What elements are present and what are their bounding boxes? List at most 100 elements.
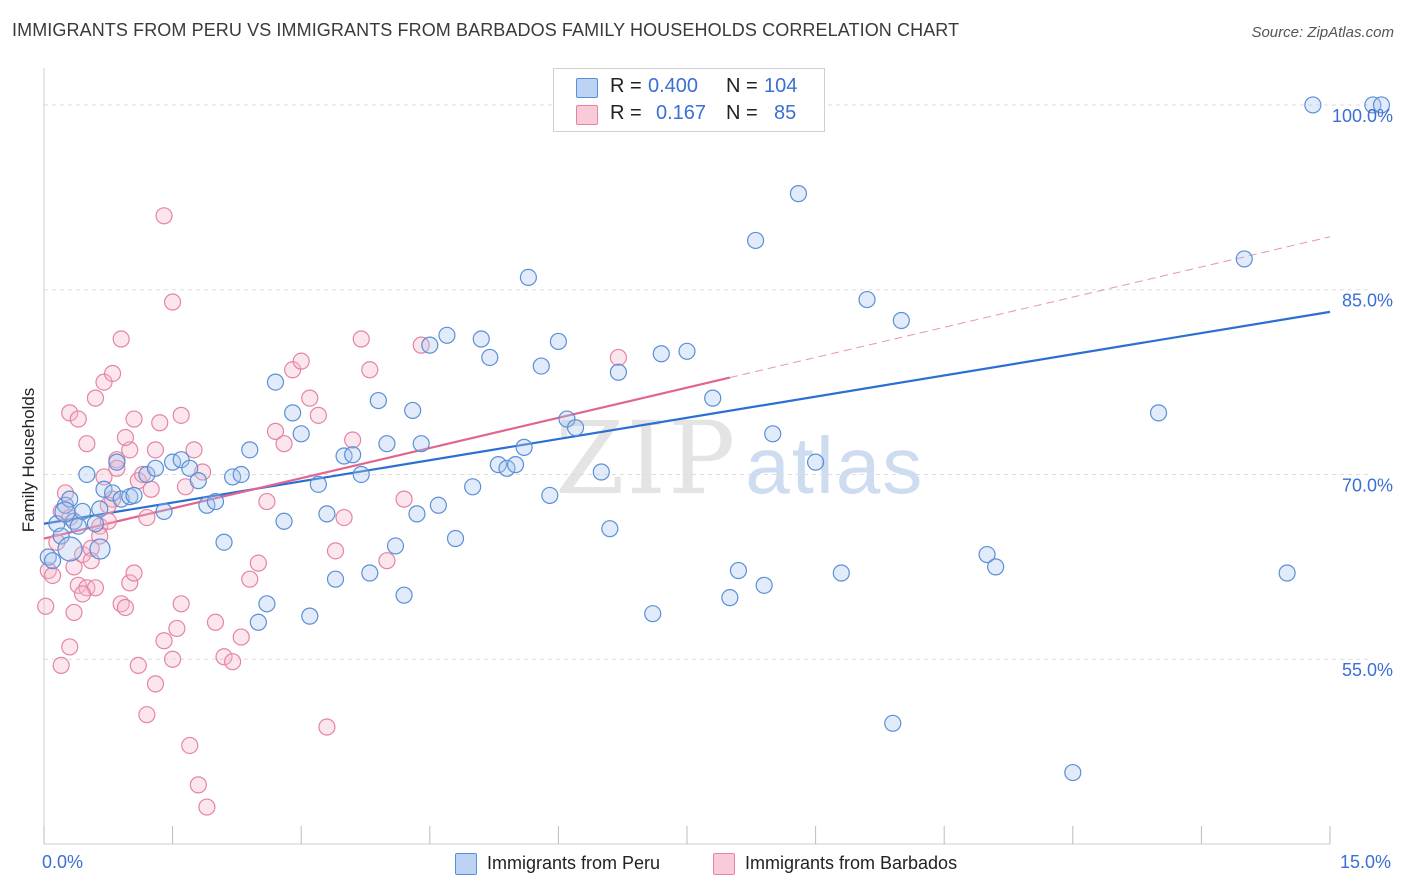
barbados-point-83 (185, 441, 203, 459)
peru-point-43 (352, 465, 370, 484)
barbados-point-41 (258, 492, 276, 511)
barbados-point-27 (151, 414, 169, 432)
barbados-point-30 (168, 619, 186, 638)
peru-point-3 (52, 527, 70, 545)
peru-point-88 (987, 558, 1005, 576)
peru-point-71 (609, 363, 628, 381)
barbados-point-52 (352, 330, 370, 348)
barbados-point-29 (164, 650, 182, 668)
peru-point-68 (566, 419, 585, 437)
bottom-legend-peru-label: Immigrants from Peru (487, 853, 661, 873)
barbados-point-68 (155, 207, 173, 225)
barbados-point-48 (318, 718, 336, 736)
peru-point-90 (1149, 404, 1168, 422)
peru-point-57 (472, 330, 490, 348)
peru-point-52 (421, 336, 439, 354)
barbados-point-40 (249, 554, 267, 572)
barbados-point-66 (138, 706, 156, 724)
peru-point-64 (532, 357, 550, 375)
watermark-atlas: atlas (745, 421, 925, 510)
barbados-point-78 (116, 428, 135, 447)
peru-point-32 (258, 595, 276, 613)
peru-point-91 (1235, 250, 1253, 268)
barbados-point-14 (95, 468, 113, 486)
legend-barbados-r-label: R = (610, 102, 642, 124)
peru-point-30 (241, 441, 259, 459)
peru-point-82 (806, 453, 825, 471)
peru-point-41 (335, 447, 353, 465)
x-axis-end-label: 15.0% (1340, 852, 1392, 872)
legend-row-barbados: R = 0.167 N = 85 (554, 101, 824, 127)
barbados-point-67 (146, 675, 165, 693)
peru-point-17 (125, 486, 143, 505)
barbados-point-50 (335, 508, 353, 527)
peru-point-large-b (89, 538, 111, 560)
peru-point-20 (155, 502, 173, 521)
barbados-point-9 (73, 545, 92, 564)
barbados-point-33 (189, 776, 207, 794)
y-tick-label-1: 70.0% (1342, 475, 1393, 495)
peru-point-69 (592, 463, 610, 481)
barbados-point-19 (116, 598, 135, 617)
legend-barbados-r-value: 0.167 (656, 102, 707, 124)
legend-peru-r-label: R = (610, 75, 642, 97)
peru-point-48 (395, 586, 413, 604)
barbados-point-45 (292, 352, 310, 370)
y-tick-label-3: 100.0% (1332, 106, 1393, 126)
barbados-point-34 (198, 798, 216, 816)
peru-point-36 (292, 425, 310, 443)
legend-peru-n-value: 104 (764, 75, 798, 97)
peru-point-93 (1304, 96, 1322, 114)
legend-peru-n-label: N = (726, 75, 758, 97)
barbados-point-11 (82, 539, 100, 557)
y-tick-labels: 55.0% 70.0% 85.0% 100.0% (1332, 106, 1393, 680)
stats-legend: R = 0.400 N = 104 R = 0.167 N = 85 (553, 68, 825, 132)
series-peru-points (39, 96, 1391, 782)
peru-point-9 (78, 465, 96, 484)
peru-point-65 (541, 486, 559, 505)
peru-point-31 (249, 613, 267, 631)
peru-point-45 (369, 391, 387, 410)
peru-point-large-c (54, 501, 76, 523)
barbados-point-43 (275, 435, 293, 453)
barbados-point-53 (361, 361, 379, 379)
peru-point-83 (832, 564, 850, 582)
peru-point-87 (978, 545, 996, 564)
barbados-point-32 (181, 736, 199, 755)
trend-line-barbados-extension (729, 236, 1331, 379)
peru-point-72 (644, 605, 662, 623)
peru-point-79 (755, 576, 773, 594)
barbados-point-59 (78, 435, 96, 453)
peru-point-37 (301, 607, 319, 625)
peru-point-26 (206, 492, 225, 511)
peru-point-74 (678, 342, 696, 360)
barbados-point-0 (37, 597, 55, 615)
bottom-legend-swatch-barbados (713, 853, 735, 875)
peru-point-73 (652, 345, 670, 363)
grid (44, 104, 1370, 660)
peru-point-7 (69, 517, 87, 535)
peru-point-44 (361, 564, 379, 582)
peru-point-50 (408, 505, 426, 523)
peru-point-66 (549, 332, 568, 351)
barbados-point-54 (378, 552, 396, 570)
peru-point-62 (515, 438, 533, 456)
barbados-point-69 (164, 293, 182, 311)
legend-swatch-peru (576, 78, 598, 98)
barbados-point-2 (43, 566, 62, 585)
barbados-point-47 (309, 406, 327, 424)
peru-point-86 (892, 311, 910, 330)
peru-point-58 (481, 348, 499, 367)
peru-point-61 (506, 456, 525, 474)
barbados-point-60 (86, 389, 105, 407)
peru-point-54 (438, 326, 456, 344)
barbados-point-71 (61, 638, 79, 656)
watermark-zip: ZIP (555, 400, 738, 517)
trend-line-barbados (43, 376, 731, 540)
peru-point-1 (43, 552, 62, 570)
barbados-point-28 (155, 632, 173, 650)
peru-point-14 (108, 453, 126, 471)
peru-point-10 (86, 515, 105, 533)
barbados-point-49 (326, 542, 345, 560)
barbados-point-84 (194, 463, 212, 481)
